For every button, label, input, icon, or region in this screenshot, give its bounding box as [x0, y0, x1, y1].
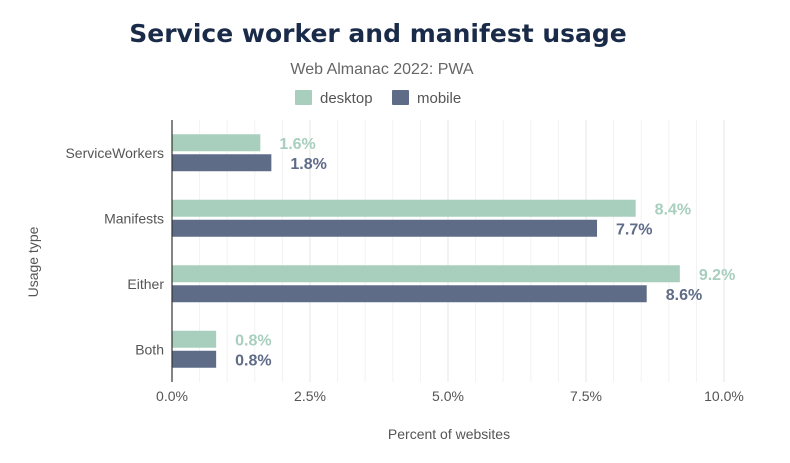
x-tick-label: 7.5% [570, 388, 602, 404]
data-label-desktop: 9.2% [699, 267, 735, 284]
data-label-mobile: 8.6% [666, 287, 702, 304]
data-label-desktop: 1.6% [279, 136, 315, 153]
data-label-mobile: 7.7% [616, 221, 652, 238]
x-tick-label: 5.0% [432, 388, 464, 404]
chart-title: Service worker and manifest usage [129, 19, 627, 48]
bar-desktop [172, 330, 217, 348]
y-axis-title: Usage type [25, 226, 41, 297]
data-label-desktop: 8.4% [655, 201, 691, 218]
legend-swatch-desktop [295, 90, 312, 105]
bar-mobile [172, 350, 217, 368]
data-labels: 1.6% 1.8% 8.4%7.7% 9.2% 8.6% 0.8% 0.8% [235, 136, 735, 370]
data-label-desktop: 0.8% [235, 332, 271, 349]
bar-desktop [172, 199, 636, 217]
legend-label-mobile: mobile [417, 90, 461, 107]
x-tick-label: 10.0% [704, 388, 744, 404]
data-label-mobile: 0.8% [235, 352, 271, 369]
bars [172, 134, 680, 368]
category-labels: ServiceWorkers Manifests Either Both [65, 145, 164, 358]
x-axis-title: Percent of websites [388, 426, 510, 442]
data-label-mobile: 1.8% [290, 156, 326, 173]
gridlines [199, 120, 725, 382]
category-label: Both [135, 341, 164, 357]
category-label: Either [127, 276, 164, 292]
category-label: Manifests [104, 210, 164, 226]
legend: desktop mobile [295, 90, 461, 107]
bar-mobile [172, 285, 647, 303]
legend-swatch-mobile [392, 90, 409, 105]
legend-label-desktop: desktop [320, 90, 373, 107]
category-label: ServiceWorkers [65, 145, 164, 161]
bar-desktop [172, 134, 261, 152]
x-tick-label: 0.0% [156, 388, 188, 404]
x-tick-labels: 0.0% 2.5% 5.0% 7.5% 10.0% [156, 388, 744, 404]
bar-desktop [172, 265, 680, 283]
chart-subtitle: Web Almanac 2022: PWA [290, 61, 474, 78]
x-tick-label: 2.5% [294, 388, 326, 404]
bar-mobile [172, 154, 272, 172]
bar-mobile [172, 219, 598, 237]
